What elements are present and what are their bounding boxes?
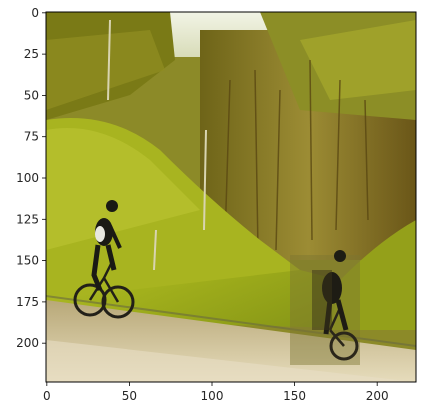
y-tick-label: 175 [16, 295, 39, 309]
x-tick-label: 100 [201, 389, 224, 403]
y-tick-label: 50 [24, 88, 39, 102]
cyclist-left [73, 200, 135, 319]
axes-frame [45, 11, 417, 383]
y-axis-ticks: 0 25 50 75 100 125 150 175 200 [16, 6, 46, 350]
cyclist-right [312, 250, 359, 361]
photo [46, 12, 416, 382]
x-tick-label: 50 [122, 389, 137, 403]
y-tick-label: 75 [24, 130, 39, 144]
x-tick-label: 200 [366, 389, 389, 403]
y-tick-label: 150 [16, 254, 39, 268]
y-tick-label: 0 [31, 6, 39, 20]
y-tick-label: 100 [16, 171, 39, 185]
x-tick-label: 0 [43, 389, 51, 403]
x-axis-ticks: 0 50 100 150 200 [43, 382, 389, 403]
y-tick-label: 200 [16, 336, 39, 350]
x-tick-label: 150 [283, 389, 306, 403]
y-tick-label: 125 [16, 212, 39, 226]
y-tick-label: 25 [24, 47, 39, 61]
